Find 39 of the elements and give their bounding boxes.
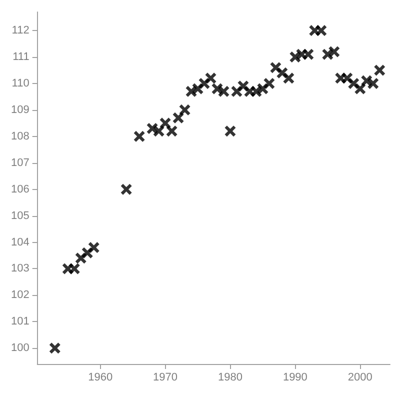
x-tick-label: 1980: [218, 372, 242, 384]
point: [179, 104, 190, 116]
y-tick-label: 104: [10, 236, 30, 248]
point: [316, 25, 327, 36]
y-tick-label: 105: [10, 210, 30, 222]
point: [160, 118, 171, 129]
point: [68, 263, 80, 274]
point: [134, 130, 145, 142]
y-tick-label: 107: [10, 156, 30, 169]
x-tick-label: 2000: [348, 372, 372, 384]
point: [264, 78, 275, 89]
point: [172, 112, 184, 124]
point: [88, 242, 100, 254]
y-tick-label: 110: [12, 77, 30, 90]
y-tick-label: 106: [10, 183, 30, 196]
x-tick-label: 1960: [88, 372, 113, 384]
y-tick-label: 103: [10, 262, 30, 275]
point: [166, 126, 178, 137]
point: [302, 48, 314, 60]
point: [205, 72, 216, 84]
point: [328, 46, 340, 58]
y-tick-label: 111: [12, 50, 30, 63]
y-tick-label: 109: [10, 104, 30, 116]
point: [283, 72, 294, 84]
y-tick-label: 112: [12, 24, 30, 37]
point: [120, 184, 132, 195]
x-tick-label: 1970: [153, 372, 178, 384]
y-tick-label: 108: [10, 130, 30, 142]
point: [153, 126, 164, 137]
point: [368, 78, 379, 89]
point: [49, 342, 60, 354]
y-tick-label: 102: [10, 289, 30, 302]
point: [224, 126, 236, 137]
point: [218, 86, 230, 97]
point: [374, 64, 386, 76]
y-tick-label: 101: [10, 316, 30, 328]
point: [354, 83, 366, 94]
x-tick-label: 1990: [282, 372, 308, 384]
y-tick-label: 100: [10, 342, 30, 354]
